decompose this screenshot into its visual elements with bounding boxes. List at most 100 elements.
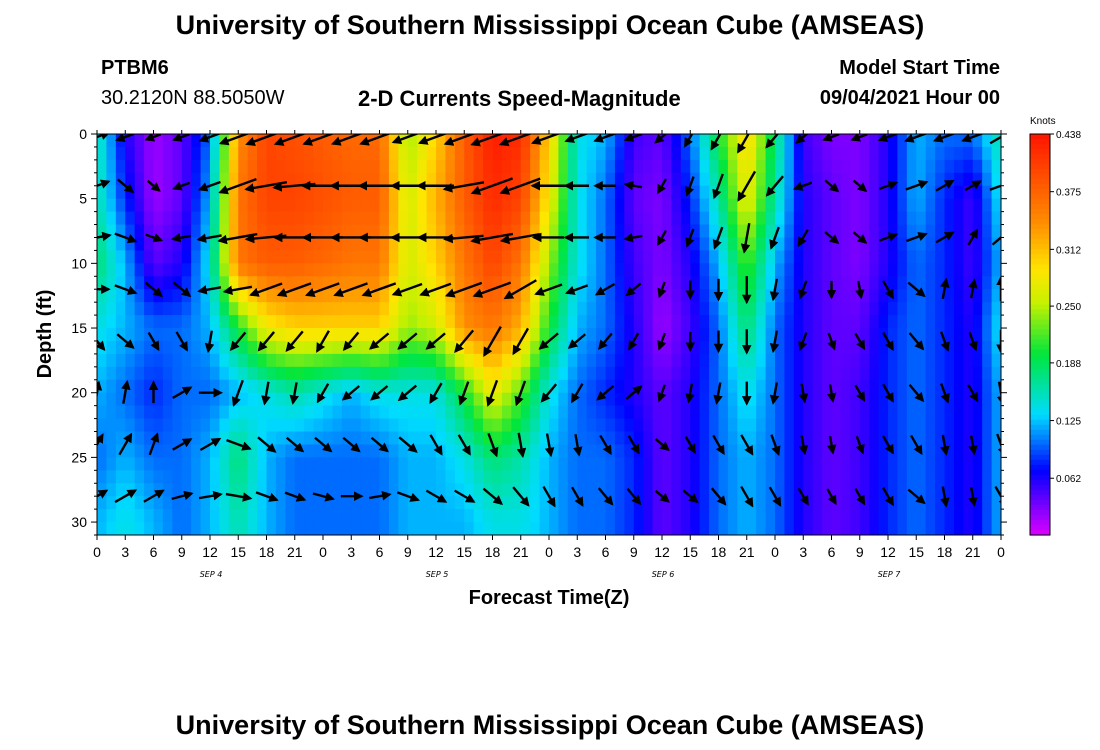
heatmap-cell <box>869 431 880 446</box>
heatmap-cell <box>379 263 390 277</box>
heatmap-cell <box>210 172 221 187</box>
heatmap-cell <box>671 211 682 226</box>
heatmap-cell <box>238 172 249 187</box>
heatmap-cell <box>982 237 993 252</box>
colorbar-swatch <box>1030 249 1050 255</box>
current-vector <box>197 285 222 295</box>
heatmap-cell <box>840 457 851 471</box>
heatmap-cell <box>228 509 239 523</box>
heatmap-cell <box>765 405 776 420</box>
heatmap-cell <box>492 211 503 226</box>
heatmap-cell <box>285 172 296 187</box>
heatmap-cell <box>944 315 955 329</box>
heatmap-cell <box>850 172 861 187</box>
heatmap-cell <box>144 302 155 316</box>
heatmap-cell <box>859 470 870 484</box>
current-vector <box>657 281 667 299</box>
heatmap-cell <box>935 172 946 187</box>
current-vector <box>333 282 368 298</box>
heatmap-cell <box>803 509 814 523</box>
current-vector <box>710 487 727 506</box>
heatmap-cell <box>257 379 268 394</box>
heatmap-cell <box>822 134 833 148</box>
heatmap-cell <box>624 379 635 394</box>
y-tick-label: 20 <box>71 385 87 401</box>
heatmap-cell <box>831 159 842 174</box>
heatmap-cell <box>294 198 305 213</box>
heatmap-cell <box>765 250 776 264</box>
heatmap-cell <box>238 315 249 329</box>
heatmap-cell <box>153 263 164 277</box>
heatmap-cell <box>106 172 117 187</box>
heatmap-cell <box>605 353 616 368</box>
heatmap-cell <box>605 405 616 420</box>
heatmap-cell <box>454 263 465 277</box>
heatmap-cell <box>454 405 465 420</box>
heatmap-cell <box>784 224 795 239</box>
heatmap-cell <box>144 457 155 471</box>
heatmap-cell <box>746 405 757 420</box>
heatmap-cell <box>586 353 597 368</box>
heatmap-cell <box>567 457 578 471</box>
heatmap-cell <box>313 146 324 161</box>
current-vector <box>826 436 837 455</box>
heatmap-cell <box>313 185 324 200</box>
heatmap-cell <box>953 224 964 239</box>
heatmap-cell <box>341 302 352 316</box>
heatmap-cell <box>963 172 974 187</box>
heatmap-cell <box>972 444 983 458</box>
heatmap-cell <box>793 276 804 290</box>
heatmap-cell <box>671 353 682 368</box>
heatmap-cell <box>238 211 249 226</box>
heatmap-cell <box>181 172 192 187</box>
heatmap-cell <box>793 250 804 264</box>
colorbar-swatch <box>1030 404 1050 411</box>
heatmap-cell <box>888 522 899 535</box>
heatmap-cell <box>567 172 578 187</box>
heatmap-cell <box>953 392 964 407</box>
heatmap-cell <box>822 340 833 355</box>
heatmap-cell <box>624 263 635 277</box>
heatmap-cell <box>539 379 550 394</box>
heatmap-cell <box>850 224 861 239</box>
heatmap-cell <box>332 289 343 303</box>
colorbar-swatch <box>1030 324 1050 331</box>
heatmap-cell <box>370 509 381 523</box>
heatmap-cell <box>200 418 211 433</box>
heatmap-cell <box>869 224 880 239</box>
heatmap-cell <box>756 237 767 252</box>
heatmap-cell <box>784 379 795 394</box>
heatmap-cell <box>294 483 305 497</box>
heatmap-cell <box>991 328 1001 342</box>
heatmap-cell <box>398 224 409 239</box>
heatmap-cell <box>549 328 560 342</box>
heatmap-cell <box>549 457 560 471</box>
heatmap-cell <box>756 457 767 471</box>
heatmap-cell <box>445 315 456 329</box>
heatmap-cell <box>652 470 663 484</box>
heatmap-cell <box>558 237 569 252</box>
heatmap-cell <box>991 353 1001 368</box>
heatmap-cell <box>417 353 428 368</box>
heatmap-cell <box>850 392 861 407</box>
colorbar-tick-label: 0.375 <box>1056 188 1081 199</box>
heatmap-cell <box>935 263 946 277</box>
heatmap-cell <box>567 418 578 433</box>
heatmap-cell <box>963 444 974 458</box>
heatmap-cell <box>332 509 343 523</box>
heatmap-cell <box>483 302 494 316</box>
heatmap-cell <box>492 263 503 277</box>
heatmap-cell <box>935 315 946 329</box>
current-vector <box>482 487 504 506</box>
colorbar-swatch <box>1030 349 1050 356</box>
heatmap-cell <box>840 224 851 239</box>
heatmap-cell <box>454 522 465 535</box>
heatmap-cell <box>897 172 908 187</box>
heatmap-cell <box>982 263 993 277</box>
heatmap-cell <box>200 198 211 213</box>
heatmap-cell <box>586 379 597 394</box>
heatmap-cell <box>982 353 993 368</box>
heatmap-cell <box>153 250 164 264</box>
heatmap-cell <box>690 263 701 277</box>
heatmap-cell <box>370 263 381 277</box>
